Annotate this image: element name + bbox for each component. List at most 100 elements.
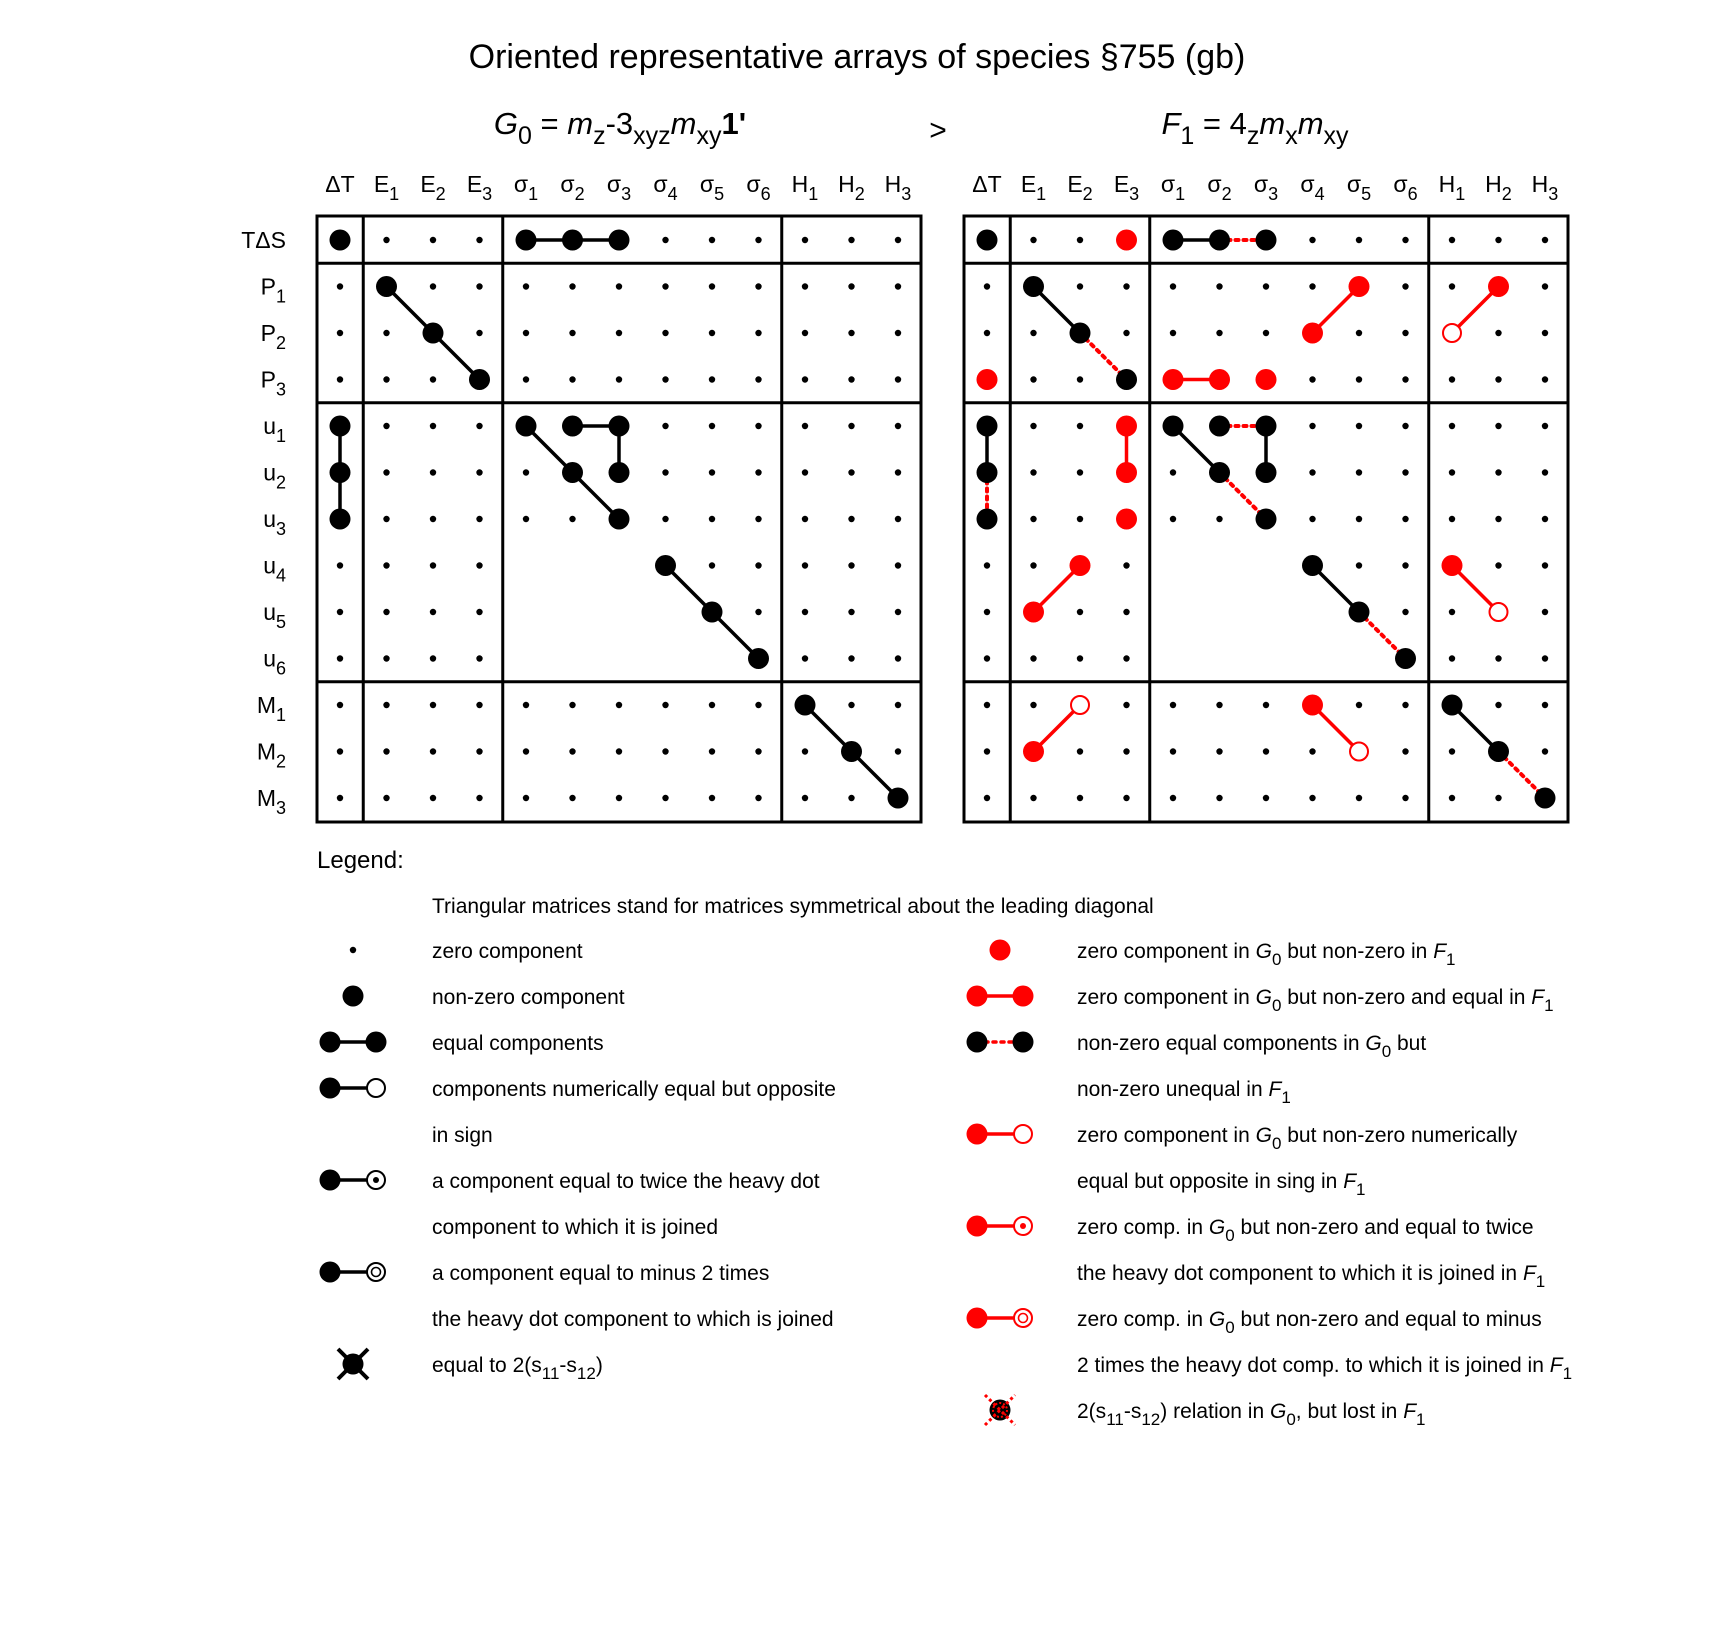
zero-component-dot [662, 376, 669, 383]
legend-text: the heavy dot component to which is join… [432, 1308, 834, 1331]
zero-component-dot [383, 655, 390, 662]
text-run: H [1532, 171, 1549, 197]
text-run: H [792, 171, 809, 197]
legend-text: component to which it is joined [432, 1216, 718, 1239]
non-zero-component-dot [365, 1031, 387, 1053]
zero-component-dot [429, 608, 437, 616]
row-header: u6 [263, 646, 286, 679]
equality-link [1171, 424, 1221, 474]
column-header: H2 [838, 171, 865, 204]
zero-component-dot [1495, 376, 1502, 383]
zero-component-dot [1402, 469, 1409, 476]
non-zero-component-dot [1255, 415, 1277, 437]
zero-component-dot [1402, 562, 1409, 569]
non-zero-component-dot [966, 1031, 988, 1053]
text-run: the heavy dot component to which is join… [432, 1308, 834, 1331]
opposite-sign-circle [1442, 323, 1462, 343]
column-header: H2 [1485, 171, 1512, 204]
non-zero-component-dot [1488, 741, 1509, 762]
text-run: H [885, 171, 902, 197]
text-run: F [1403, 1400, 1417, 1423]
open-circle [366, 1262, 386, 1282]
legend-symbol-pair-ring [319, 1261, 386, 1283]
zero-component-dot [662, 329, 669, 337]
zero-component-dot [1309, 376, 1316, 383]
subscript: 6 [1408, 184, 1418, 204]
subscript: 3 [276, 519, 286, 539]
zero-component-dot [801, 236, 809, 244]
legend-symbol-red-pair-equal [966, 985, 1034, 1007]
non-zero-component-dot [329, 415, 351, 437]
legend-symbol-red-pair-open [966, 1123, 1033, 1145]
zero-component-dot [1355, 329, 1363, 337]
zero-component-dot [1030, 794, 1037, 802]
text-run: G [1209, 1216, 1225, 1239]
text-run: σ [1300, 171, 1314, 197]
legend-symbol-red-cross [983, 1393, 1017, 1427]
zero-component-dot [1541, 562, 1549, 569]
zero-component-dot [894, 515, 902, 523]
non-zero-component-dot [422, 322, 444, 344]
subscript: 0 [1272, 950, 1281, 969]
opposite-sign-circle [1488, 602, 1509, 622]
non-zero-component-dot [976, 508, 998, 530]
non-zero-component-dot [1488, 276, 1509, 297]
zero-component-dot [983, 283, 991, 290]
cross-mark [983, 1393, 1017, 1427]
subscript: 4 [1315, 184, 1325, 204]
zero-component-dot [429, 562, 437, 569]
non-zero-component-dot [1069, 322, 1091, 344]
text-run: σ [1207, 171, 1221, 197]
legend-item: non-zero component [342, 985, 625, 1009]
legend-text: a component equal to twice the heavy dot [432, 1170, 820, 1193]
zero-component-dot [1402, 515, 1409, 523]
zero-component-dot [336, 608, 344, 616]
zero-component-dot [1309, 469, 1316, 476]
text-run: ΔT [972, 171, 1001, 197]
subscript: 3 [901, 184, 911, 204]
open-circle [1013, 1308, 1033, 1328]
zero-component-dot [848, 515, 855, 523]
text-run: H [1439, 171, 1456, 197]
subscript: 0 [518, 122, 532, 150]
subscript: 1 [389, 184, 399, 204]
text-run: σ [1161, 171, 1175, 197]
text-run: but non-zero and equal to twice [1235, 1216, 1534, 1239]
zero-component-dot [708, 701, 716, 709]
subscript: 3 [482, 184, 492, 204]
zero-component-dot [1355, 701, 1363, 709]
zero-component-dot [615, 794, 623, 802]
non-zero-component-dot [1116, 462, 1137, 483]
zero-component-dot [1355, 469, 1363, 476]
zero-component-dot [755, 794, 762, 802]
subscript: xy [1324, 122, 1350, 150]
zero-component-dot [1169, 701, 1177, 709]
subscript: 2 [276, 333, 286, 353]
zero-component-dot [1495, 701, 1502, 709]
text-run: F [1523, 1262, 1537, 1285]
text-run: zero component in [1077, 1124, 1256, 1147]
text-run: -3 [606, 106, 634, 141]
legend-heading: Legend: [317, 847, 404, 874]
zero-component-dot [1402, 748, 1409, 755]
equality-link [1311, 564, 1361, 614]
non-zero-component-dot [1302, 694, 1323, 716]
zero-component-dot [569, 748, 576, 755]
column-header: σ6 [1393, 171, 1417, 204]
text-run: = [532, 106, 567, 141]
zero-component-dot [383, 422, 390, 430]
zero-component-dot [662, 236, 669, 244]
subscript: 2 [575, 184, 585, 204]
zero-component-dot [1495, 236, 1502, 244]
equality-link [710, 610, 760, 660]
zero-component-dot [1169, 748, 1177, 755]
zero-component-dot [983, 655, 991, 662]
zero-component-dot [383, 794, 390, 802]
zero-component-dot [1541, 376, 1549, 383]
zero-component-dot [801, 329, 809, 337]
text-run: a component equal to minus 2 times [432, 1262, 769, 1285]
column-header: σ2 [560, 171, 584, 204]
zero-component-dot [429, 283, 437, 290]
text-run: σ [607, 171, 621, 197]
column-header: σ3 [607, 171, 631, 204]
